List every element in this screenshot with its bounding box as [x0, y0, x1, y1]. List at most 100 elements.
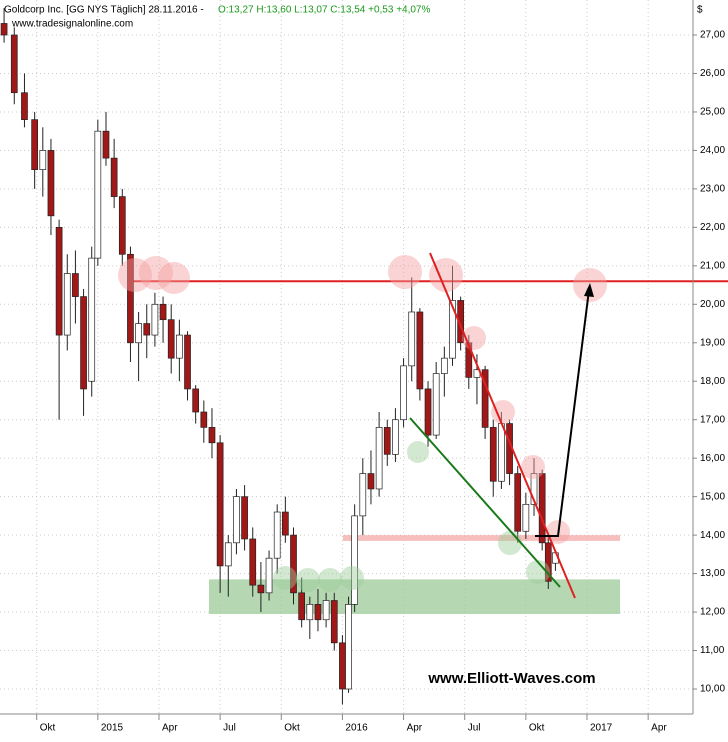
candle-body: [127, 253, 134, 344]
circle: [318, 568, 342, 592]
circle: [388, 255, 422, 289]
candle-body: [31, 119, 38, 171]
candle-body: [47, 150, 55, 217]
grid: [0, 0, 693, 714]
candle-body: [135, 323, 142, 344]
candle-body: [55, 227, 63, 336]
circle: [296, 568, 320, 592]
candle-body: [416, 311, 424, 390]
trend-line: [409, 417, 561, 588]
candle-body: [449, 300, 456, 359]
circle: [521, 455, 545, 479]
candle-body: [72, 273, 79, 297]
candle-body: [216, 442, 224, 567]
candle-body: [392, 419, 399, 455]
annotations: [118, 255, 607, 592]
candle-body: [298, 592, 306, 621]
circle: [273, 566, 297, 590]
circle: [158, 262, 190, 294]
candle-body: [241, 496, 248, 540]
candle-body: [400, 365, 407, 421]
candle-body: [143, 323, 151, 336]
circle: [491, 400, 515, 424]
candle-body: [102, 130, 110, 159]
y-tick-label: 27,00: [700, 30, 725, 41]
y-tick-label: 20,00: [700, 299, 725, 310]
y-tick-label: 23,00: [700, 184, 725, 195]
y-tick-label: 18,00: [700, 376, 725, 387]
candle-body: [200, 411, 208, 428]
candle-body: [330, 600, 338, 644]
candle-body: [522, 503, 530, 532]
y-tick-label: 19,00: [700, 337, 725, 348]
candle-body: [110, 157, 118, 197]
candle-body: [538, 473, 546, 544]
candle-body: [383, 427, 391, 455]
candle-body: [265, 557, 273, 594]
y-tick-label: 21,00: [700, 260, 725, 271]
candle-body: [314, 604, 322, 621]
y-tick-label: 15,00: [700, 491, 725, 502]
y-tick-label: 12,00: [700, 607, 725, 618]
x-tick-label: Jul: [223, 723, 236, 734]
candle-body: [424, 388, 432, 436]
candle-body: [367, 473, 375, 490]
y-tick-label: 13,00: [700, 568, 725, 579]
currency: $: [697, 5, 703, 16]
zone: [343, 535, 620, 541]
candle-body: [514, 473, 522, 532]
candle-body: [432, 373, 440, 436]
candle-body: [88, 257, 96, 382]
candle-body: [408, 311, 416, 367]
circle: [139, 256, 173, 290]
candle-body: [322, 600, 330, 621]
candle-body: [375, 427, 383, 490]
candle-body: [39, 150, 47, 171]
candle-body: [530, 473, 538, 505]
candle-body: [257, 584, 265, 594]
circle: [429, 258, 463, 292]
candle-body: [63, 273, 71, 336]
circle: [498, 531, 522, 555]
watermark: www.Elliott-Waves.com: [427, 670, 595, 687]
candles: [0, 8, 559, 705]
y-tick-label: 10,00: [700, 684, 725, 695]
candle-body: [351, 515, 359, 605]
source: www.tradesignalonline.com: [11, 19, 133, 30]
candle-body: [339, 642, 346, 690]
candle-body: [151, 303, 159, 336]
y-tick-label: 11,00: [700, 645, 725, 656]
y-tick-label: 22,00: [700, 222, 725, 233]
arrow-head: [584, 283, 594, 297]
candle-body: [306, 604, 314, 621]
candle-body: [224, 542, 232, 567]
candle-body: [0, 23, 8, 36]
candle-body: [208, 427, 216, 444]
candle-body: [290, 534, 297, 594]
y-tick-label: 25,00: [700, 107, 725, 118]
candle-body: [184, 334, 191, 390]
x-tick-label: Okt: [284, 723, 300, 734]
y-tick-label: 24,00: [700, 145, 725, 156]
candle-body: [21, 92, 28, 120]
x-tick-label: 2016: [345, 723, 368, 734]
candle-body: [440, 357, 448, 374]
zones: [130, 280, 728, 614]
header-title: Goldcorp Inc. [GG NYS Täglich] 28.11.201…: [4, 5, 204, 16]
candle-body: [118, 196, 126, 255]
arrow: [535, 289, 590, 537]
y-tick-label: 14,00: [700, 530, 725, 541]
x-tick-label: Jul: [468, 723, 481, 734]
candle-body: [498, 423, 505, 482]
candle-body: [359, 473, 367, 517]
x-tick-label: Apr: [651, 723, 667, 734]
x-tick-label: Apr: [407, 723, 423, 734]
x-tick-label: 2015: [101, 723, 124, 734]
x-tick-label: Okt: [529, 723, 545, 734]
candle-body: [167, 319, 175, 359]
x-tick-label: 2017: [590, 723, 613, 734]
trend-line: [429, 252, 576, 599]
x-tick-label: Okt: [40, 723, 56, 734]
y-tick-label: 26,00: [700, 68, 725, 79]
